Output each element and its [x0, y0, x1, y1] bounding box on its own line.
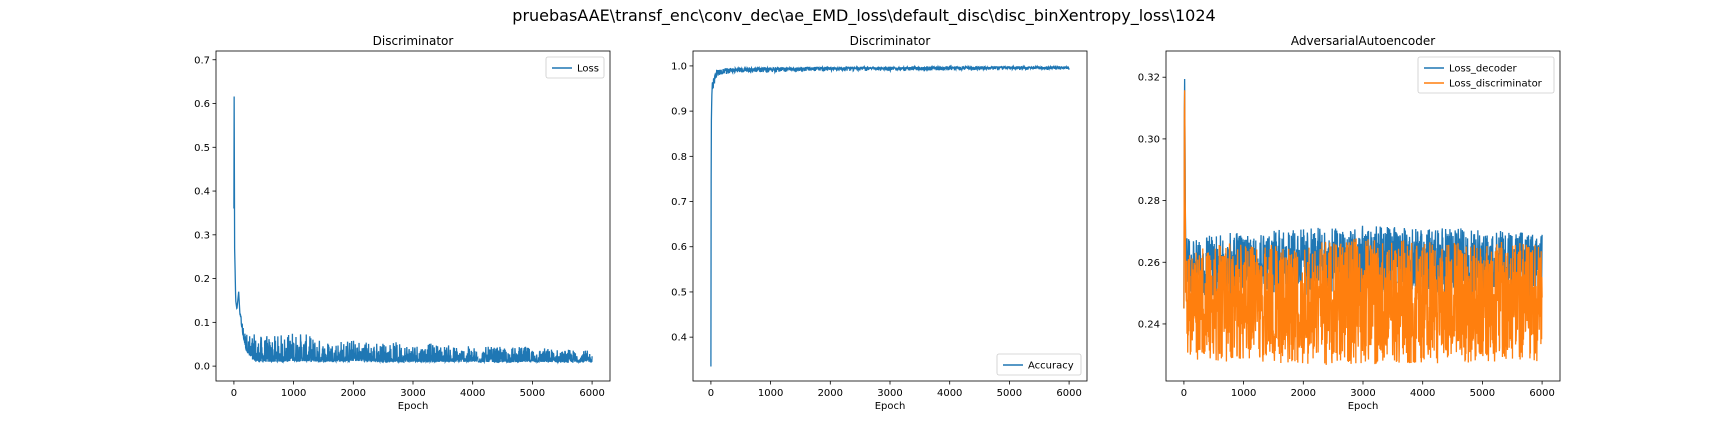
- x-tick-label: 4000: [1410, 388, 1435, 399]
- panel-title: AdversarialAutoencoder: [1291, 34, 1435, 48]
- x-tick-label: 6000: [1529, 388, 1554, 399]
- legend: Loss: [545, 56, 605, 79]
- legend: Loss_decoder Loss_discriminator: [1417, 56, 1555, 94]
- x-tick-label: 4000: [937, 388, 962, 399]
- legend-label: Loss_discriminator: [1449, 79, 1543, 90]
- x-tick-label: 0: [231, 388, 237, 399]
- legend-box: [545, 56, 605, 79]
- x-tick-label: 3000: [877, 388, 902, 399]
- series-line-loss_discriminator: [1183, 90, 1543, 365]
- x-tick-label: 2000: [341, 388, 366, 399]
- y-tick-label: 0.28: [1138, 196, 1160, 207]
- y-tick-label: 0.26: [1138, 258, 1160, 269]
- y-tick-label: 0.3: [194, 230, 210, 241]
- y-tick-label: 0.4: [194, 187, 210, 198]
- x-tick-label: 5000: [997, 388, 1022, 399]
- y-tick-label: 0.7: [194, 55, 210, 66]
- y-tick-label: 0.7: [671, 197, 687, 208]
- legend-box: [996, 353, 1082, 376]
- y-tick-label: 0.9: [671, 107, 687, 118]
- panel-3: AdversarialAutoencoder 0 1000 2000 3000 4000 5…: [1138, 34, 1561, 412]
- panel-title: Discriminator: [373, 34, 454, 48]
- panel-1: Discriminator 0 1000 2000 3000 4000 5000 6000 0.…: [194, 34, 611, 412]
- y-tick-label: 0.30: [1138, 134, 1160, 145]
- legend: Accuracy: [996, 353, 1082, 376]
- x-tick-label: 2000: [818, 388, 843, 399]
- y-tick-label: 0.8: [671, 152, 687, 163]
- series-line-accuracy: [710, 64, 1070, 367]
- x-tick-label: 1000: [281, 388, 306, 399]
- x-tick-label: 0: [708, 388, 714, 399]
- series-line-loss: [233, 96, 593, 365]
- y-tick-label: 0.24: [1138, 319, 1160, 330]
- x-axis-label: Epoch: [398, 401, 429, 412]
- x-tick-label: 6000: [1056, 388, 1081, 399]
- x-tick-label: 0: [1181, 388, 1187, 399]
- x-tick-label: 2000: [1291, 388, 1316, 399]
- x-tick-label: 1000: [1231, 388, 1256, 399]
- x-tick-label: 6000: [579, 388, 604, 399]
- legend-label: Accuracy: [1028, 361, 1074, 372]
- x-axis-label: Epoch: [875, 401, 906, 412]
- legend-label: Loss: [577, 64, 599, 75]
- y-tick-label: 0.1: [194, 318, 210, 329]
- y-tick-label: 0.5: [671, 287, 687, 298]
- y-tick-label: 0.6: [671, 242, 687, 253]
- x-tick-label: 3000: [400, 388, 425, 399]
- panel-2: Discriminator 0 1000 2000 3000 4000 5000 6000 0.…: [671, 34, 1088, 412]
- x-tick-label: 5000: [1470, 388, 1495, 399]
- legend-box: [1417, 56, 1555, 94]
- y-tick-label: 0.5: [194, 143, 210, 154]
- y-tick-label: 0.6: [194, 99, 210, 110]
- y-tick-label: 0.4: [671, 333, 687, 344]
- x-axis-label: Epoch: [1348, 401, 1379, 412]
- legend-label: Loss_decoder: [1449, 64, 1518, 75]
- figure-suptitle: pruebasAAE\transf_enc\conv_dec\ae_EMD_lo…: [512, 6, 1215, 26]
- y-tick-label: 0.32: [1138, 73, 1160, 84]
- x-tick-label: 1000: [758, 388, 783, 399]
- x-tick-label: 4000: [460, 388, 485, 399]
- y-tick-label: 0.2: [194, 274, 210, 285]
- x-tick-label: 5000: [520, 388, 545, 399]
- panel-title: Discriminator: [850, 34, 931, 48]
- y-tick-label: 0.0: [194, 362, 210, 373]
- x-tick-label: 3000: [1350, 388, 1375, 399]
- y-tick-label: 1.0: [671, 61, 687, 72]
